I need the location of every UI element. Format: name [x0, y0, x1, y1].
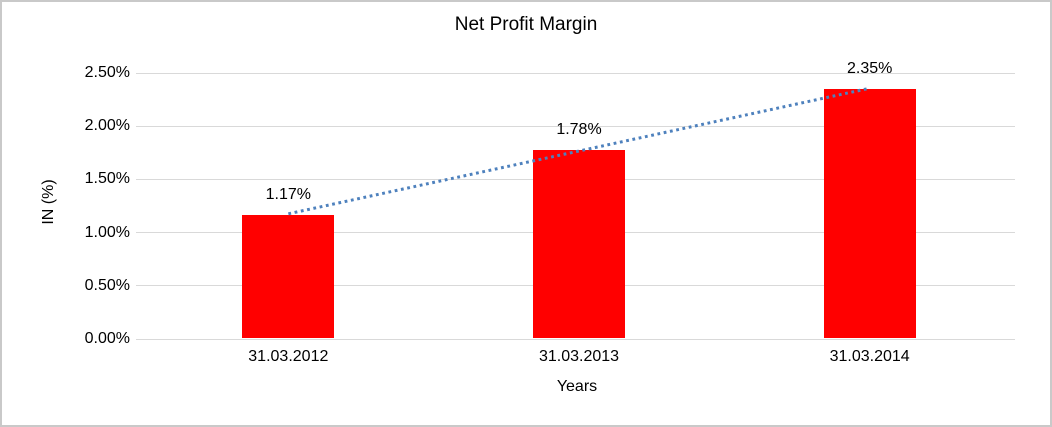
- y-tick-label: 0.00%: [84, 330, 130, 347]
- y-tick-label: 1.50%: [84, 170, 130, 188]
- x-tick-label: 31.03.2013: [538, 348, 620, 365]
- chart-title: Net Profit Margin: [454, 14, 598, 35]
- data-label: 1.17%: [265, 185, 312, 203]
- y-tick-label: 2.00%: [84, 117, 130, 135]
- data-label: 2.35%: [846, 59, 893, 77]
- x-tick-label: 31.03.2014: [829, 348, 910, 365]
- bar-31.03.2013: [533, 149, 625, 338]
- gridline: [136, 72, 1015, 74]
- data-label: 1.78%: [556, 120, 602, 138]
- gridline: [136, 338, 1015, 340]
- y-axis-title: IN (%): [40, 179, 57, 225]
- x-tick-label: 31.03.2012: [248, 348, 329, 365]
- bar-31.03.2012: [242, 214, 335, 338]
- y-tick-label: 1.00%: [84, 223, 130, 241]
- bar-31.03.2014: [823, 88, 916, 338]
- y-tick-label: 2.50%: [84, 64, 130, 81]
- y-tick-label: 0.50%: [84, 276, 130, 294]
- x-axis-title: Years: [556, 378, 598, 395]
